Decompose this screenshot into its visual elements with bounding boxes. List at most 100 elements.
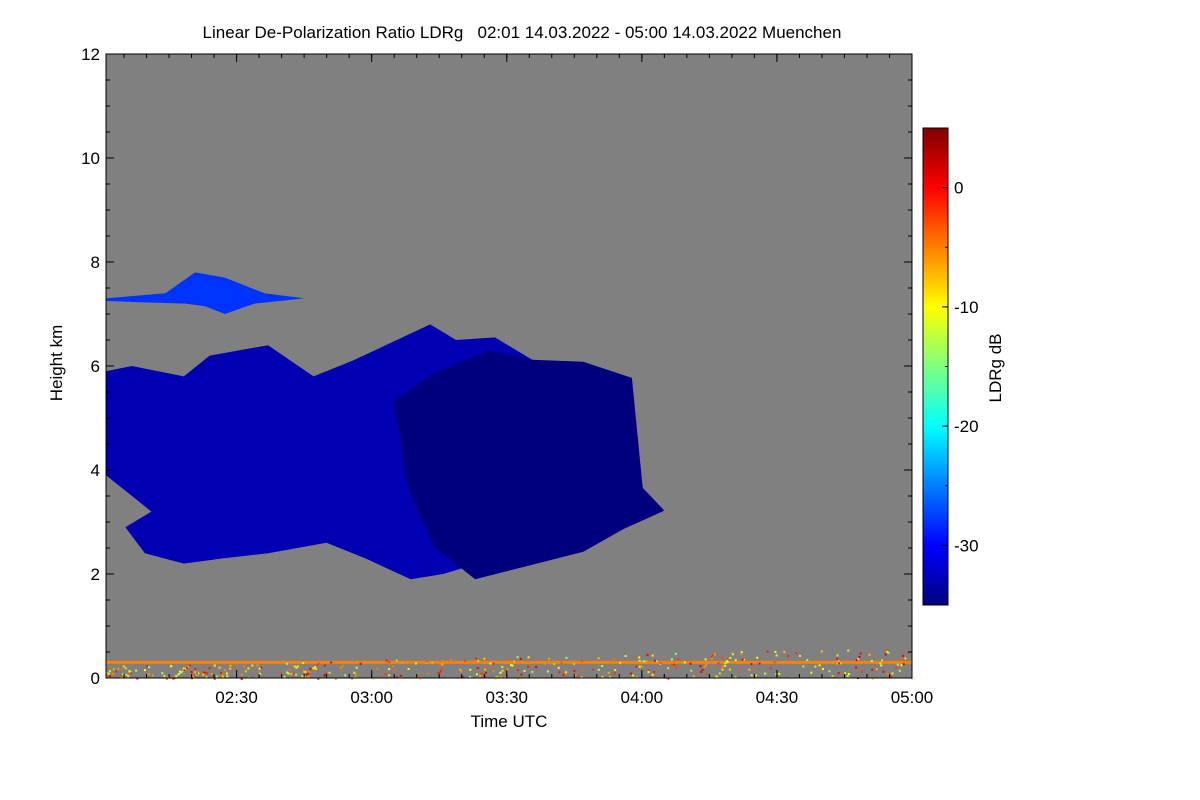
clutter-pixel	[219, 673, 221, 676]
clutter-pixel	[572, 663, 575, 665]
clutter-pixel	[690, 669, 693, 672]
clutter-pixel	[147, 673, 150, 675]
clutter-pixel	[107, 672, 110, 675]
clutter-pixel	[565, 656, 568, 659]
clutter-pixel	[291, 673, 294, 675]
clutter-pixel	[670, 658, 673, 661]
clutter-pixel	[460, 670, 463, 673]
clutter-pixel	[316, 664, 319, 666]
clutter-pixel	[182, 667, 185, 670]
clutter-pixel	[178, 670, 181, 673]
clutter-pixel	[213, 677, 216, 680]
x-axis-label: Time UTC	[471, 712, 548, 731]
colorbar-ramp	[922, 127, 949, 606]
clutter-pixel	[886, 649, 889, 652]
clutter-pixel	[196, 672, 199, 675]
clutter-pixel	[295, 666, 298, 669]
clutter-pixel	[380, 676, 382, 678]
clutter-pixel	[703, 666, 706, 668]
clutter-pixel	[161, 672, 164, 675]
clutter-pixel	[721, 668, 724, 671]
clutter-pixel	[122, 665, 125, 668]
clutter-pixel	[469, 668, 472, 671]
clutter-pixel	[135, 669, 138, 672]
clutter-pixel	[700, 671, 703, 673]
clutter-pixel	[836, 657, 839, 660]
clutter-pixel	[449, 660, 451, 662]
clutter-pixel	[499, 671, 502, 674]
clutter-pixel	[323, 674, 326, 677]
clutter-pixel	[857, 658, 860, 661]
clutter-pixel	[802, 665, 805, 668]
clutter-pixel	[898, 669, 901, 672]
clutter-pixel	[323, 664, 326, 667]
clutter-pixel	[597, 657, 600, 660]
clutter-pixel	[221, 674, 224, 677]
clutter-pixel	[516, 656, 519, 659]
clutter-pixel	[506, 668, 509, 671]
clutter-pixel	[144, 669, 146, 672]
clutter-pixel	[120, 674, 123, 677]
clutter-pixel	[577, 674, 580, 677]
clutter-pixel	[859, 652, 862, 655]
clutter-pixel	[608, 675, 611, 678]
clutter-pixel	[635, 665, 638, 668]
clutter-pixel	[299, 665, 302, 668]
colorbar: 0 -10 -20 -30	[922, 127, 979, 606]
x-tick-label: 02:30	[215, 688, 258, 707]
clutter-pixel	[314, 666, 317, 668]
clutter-pixel	[844, 674, 847, 677]
clutter-pixel	[501, 669, 504, 672]
clutter-pixel	[904, 657, 907, 660]
clutter-pixel	[715, 675, 718, 678]
clutter-pixel	[900, 664, 903, 667]
y-tick-label: 10	[81, 149, 100, 168]
clutter-pixel	[900, 657, 903, 660]
clutter-pixel	[560, 661, 563, 664]
clutter-pixel	[312, 667, 315, 670]
clutter-pixel	[476, 667, 479, 670]
clutter-pixel	[822, 668, 824, 670]
clutter-pixel	[734, 676, 737, 679]
clutter-pixel	[740, 653, 743, 656]
clutter-pixel	[353, 671, 356, 674]
y-tick-label: 4	[91, 461, 100, 480]
clutter-pixel	[330, 661, 333, 664]
clutter-pixel	[653, 671, 656, 674]
clutter-pixel	[597, 668, 600, 671]
clutter-pixel	[483, 657, 486, 660]
clutter-pixel	[485, 666, 488, 669]
clutter-pixel	[188, 664, 191, 667]
clutter-pixel	[580, 676, 583, 679]
clutter-pixel	[651, 673, 654, 676]
clutter-pixel	[388, 674, 391, 677]
clutter-pixel	[308, 671, 310, 674]
clutter-pixel	[441, 667, 443, 670]
clutter-pixel	[359, 662, 362, 665]
clutter-pixel	[508, 658, 511, 661]
clutter-pixel	[279, 671, 282, 674]
clutter-pixel	[251, 664, 254, 667]
clutter-pixel	[475, 673, 478, 676]
clutter-pixel	[692, 675, 695, 678]
clutter-pixel	[393, 670, 396, 673]
clutter-pixel	[492, 670, 495, 673]
clutter-pixel	[705, 664, 707, 667]
clutter-pixel	[180, 671, 183, 673]
clutter-pixel	[675, 666, 678, 669]
clutter-pixel	[212, 675, 215, 678]
clutter-pixel	[151, 674, 154, 677]
clutter-pixel	[510, 664, 512, 667]
clutter-pixel	[431, 661, 434, 664]
clutter-pixel	[415, 662, 417, 665]
clutter-pixel	[635, 676, 638, 679]
clutter-pixel	[202, 673, 205, 676]
clutter-pixel	[109, 665, 111, 668]
clutter-pixel	[260, 666, 263, 669]
clutter-pixel	[442, 659, 445, 662]
clutter-pixel	[438, 671, 441, 674]
clutter-pixel	[438, 664, 441, 667]
clutter-pixel	[756, 656, 759, 659]
clutter-pixel	[726, 657, 729, 660]
clutter-pixel	[701, 669, 704, 672]
